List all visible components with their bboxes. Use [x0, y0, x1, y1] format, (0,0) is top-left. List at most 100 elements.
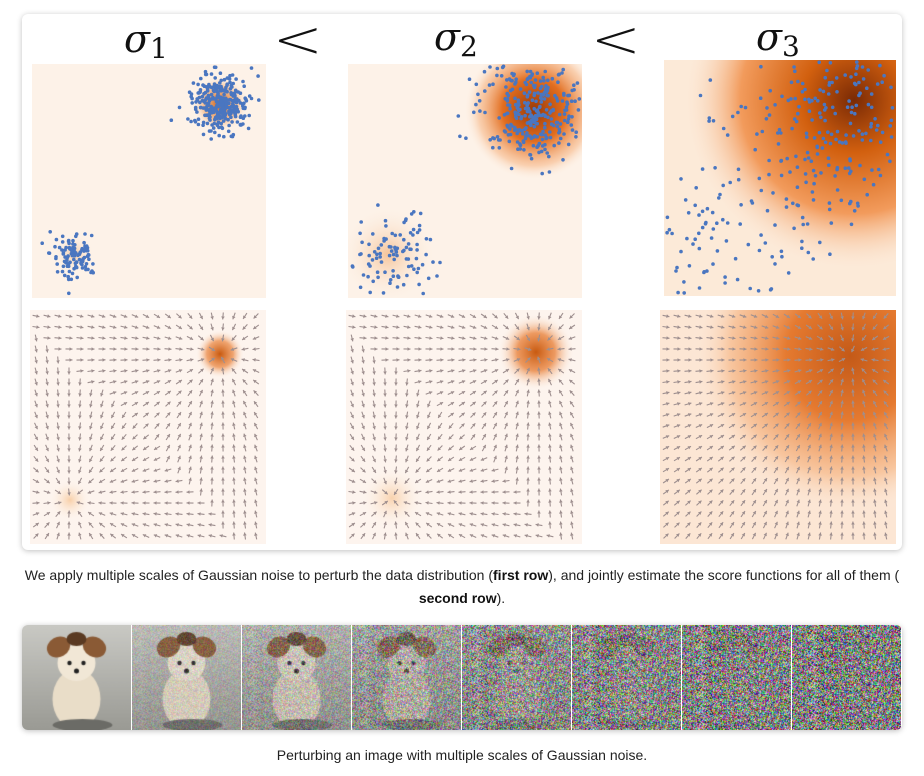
sample-point — [378, 255, 382, 259]
score-arrow-head — [851, 499, 855, 503]
sample-point — [805, 150, 810, 155]
score-arrow-head — [753, 445, 757, 449]
score-arrow-head — [221, 389, 225, 393]
sample-point — [545, 151, 549, 155]
score-arrow-head — [548, 477, 552, 481]
sample-point — [383, 218, 388, 223]
sample-point — [736, 177, 741, 182]
sample-point — [412, 267, 416, 271]
score-arrow-head — [765, 369, 769, 373]
score-arrow-head — [873, 532, 877, 536]
score-arrow-head — [537, 367, 541, 371]
score-arrow-head — [426, 458, 430, 462]
score-arrow-head — [124, 358, 128, 362]
score-arrow-head — [175, 490, 179, 494]
sample-point — [395, 285, 400, 289]
score-arrow-head — [362, 479, 366, 483]
sample-point — [803, 97, 807, 102]
score-arrow-head — [426, 447, 431, 451]
sample-point — [875, 82, 880, 86]
score-arrow-head — [829, 422, 833, 426]
sample-point — [391, 269, 395, 273]
score-arrow-head — [515, 455, 519, 459]
sample-point — [569, 123, 574, 127]
score-arrow-head — [78, 521, 82, 526]
score-arrow-head — [384, 491, 388, 495]
score-arrow-head — [493, 401, 498, 405]
score-arrow-head — [515, 444, 519, 448]
score-arrow-head — [851, 488, 855, 492]
score-arrow-head — [710, 347, 714, 351]
score-arrow-head — [483, 325, 488, 329]
sample-point — [800, 246, 804, 250]
score-arrow-head — [232, 433, 236, 437]
score-arrow-head — [829, 488, 833, 492]
sample-point — [409, 264, 414, 268]
score-arrow-head — [721, 325, 725, 329]
sample-point — [546, 78, 550, 83]
score-arrow-head — [396, 358, 400, 362]
sample-point — [538, 79, 543, 83]
figure-caption: We apply multiple scales of Gaussian noi… — [24, 567, 900, 606]
score-arrow-head — [439, 402, 444, 406]
score-arrow-head — [807, 510, 811, 514]
score-arrow-head — [665, 435, 670, 439]
sample-point — [525, 131, 529, 135]
score-arrow-head — [462, 358, 466, 362]
sample-point — [502, 129, 507, 133]
score-arrow-head — [862, 433, 866, 437]
sample-point — [202, 91, 206, 96]
sample-point — [508, 132, 513, 137]
score-arrow-head — [177, 423, 181, 427]
score-arrow-head — [124, 380, 128, 384]
score-arrow-head — [480, 512, 484, 516]
score-arrow-head — [142, 468, 147, 472]
sample-point — [82, 255, 87, 260]
sample-point — [828, 141, 833, 146]
sample-point — [249, 96, 254, 101]
score-arrow-head — [819, 379, 823, 383]
sample-point — [520, 128, 524, 133]
sample-point — [505, 91, 509, 96]
score-arrow-head — [67, 481, 71, 485]
sample-point — [862, 177, 867, 182]
sample-point — [548, 111, 552, 115]
sample-point — [804, 131, 809, 136]
score-arrow-head — [132, 436, 136, 440]
sample-point — [746, 242, 751, 247]
score-arrow-head — [34, 414, 38, 419]
sample-point — [201, 120, 206, 125]
sample-point — [852, 209, 857, 213]
sample-point — [203, 101, 208, 105]
sample-point — [759, 64, 763, 69]
score-arrow-head — [494, 379, 498, 384]
score-arrow-head — [687, 500, 691, 504]
score-arrow-head — [232, 411, 236, 415]
sample-point — [562, 132, 566, 136]
score-arrow-head — [873, 400, 877, 405]
score-arrow-head — [741, 533, 745, 537]
score-arrow-head — [785, 477, 789, 482]
score-arrow-head — [374, 501, 378, 505]
sample-point — [370, 258, 375, 262]
score-arrow-head — [188, 401, 192, 405]
score-arrow-head — [688, 358, 692, 362]
score-arrow-head — [808, 401, 812, 405]
score-arrow-head — [709, 435, 713, 439]
score-arrow-head — [427, 425, 431, 430]
score-arrow-head — [473, 336, 477, 340]
score-arrow-head — [385, 325, 389, 329]
sample-point — [826, 92, 831, 96]
score-arrow-head — [436, 501, 440, 505]
sample-point — [376, 275, 380, 280]
score-arrow-head — [156, 391, 160, 395]
score-arrow-head — [45, 415, 49, 419]
score-arrow-head — [504, 455, 508, 459]
sample-point — [60, 234, 65, 239]
score-arrow-head — [732, 347, 736, 351]
score-arrow-head — [450, 380, 455, 384]
sample-point — [225, 89, 229, 94]
sample-point — [721, 126, 726, 131]
sample-point — [420, 262, 425, 267]
score-arrow-head — [719, 522, 724, 526]
